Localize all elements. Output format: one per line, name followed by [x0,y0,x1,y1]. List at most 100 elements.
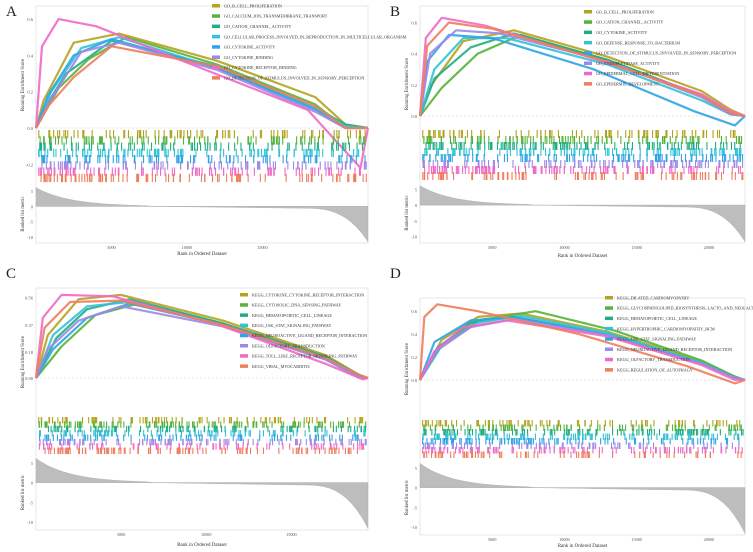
hit-tick [49,417,51,424]
y-tick-label: 0.2 [411,83,417,88]
hit-tick [278,447,280,454]
hit-tick [78,443,80,450]
hit-tick [460,130,462,138]
hit-tick [574,433,576,440]
hit-tick [273,136,275,145]
hit-tick [43,173,45,183]
hit-tick [511,447,513,454]
hit-tick [146,148,148,158]
hit-tick [608,130,610,138]
hit-tick [348,136,350,145]
hit-tick [691,136,693,144]
hit-tick [436,433,438,440]
hit-tick [48,130,50,139]
hit-tick [650,447,652,454]
hit-tick [630,447,632,454]
hit-tick [269,155,271,164]
hit-tick [165,148,167,158]
hit-tick [691,429,693,436]
hit-tick [563,166,565,174]
hit-tick [560,447,562,454]
hit-tick [424,424,426,431]
hit-tick [321,434,323,441]
hit-tick [249,142,251,151]
hit-rug-row [423,424,742,431]
hit-tick [624,142,626,150]
hit-tick [577,442,579,449]
hit-tick [158,148,160,158]
hit-tick [628,442,630,449]
hit-tick [436,433,438,440]
hit-tick [77,430,79,437]
hit-tick [164,148,166,158]
hit-tick [166,155,168,164]
hit-tick [225,155,227,164]
hit-tick [697,160,699,168]
hit-tick [162,136,164,145]
hit-tick [459,148,461,156]
hit-tick [677,429,679,436]
hit-tick [586,429,588,436]
hit-tick [151,155,153,164]
hit-tick [452,424,454,431]
hit-tick [660,160,662,168]
hit-tick [699,172,701,180]
hit-tick [59,161,61,170]
hit-tick [350,155,352,164]
hit-tick [451,154,453,162]
hit-tick [167,438,169,446]
hit-tick [524,420,526,427]
hit-tick [684,424,686,431]
hit-tick [117,148,119,158]
hit-tick [90,434,92,441]
hit-tick [266,148,268,158]
hit-tick [465,438,467,445]
hit-tick [242,447,244,454]
hit-tick [451,438,453,445]
hit-tick [719,160,721,168]
hit-tick [668,447,670,454]
hit-tick [588,442,590,449]
hit-tick [337,142,339,151]
hit-tick [577,433,579,440]
hit-tick [318,167,320,176]
hit-tick [590,136,592,144]
series-line [418,303,746,385]
hit-tick [480,130,482,138]
hit-tick [99,447,101,454]
hit-tick [269,161,271,170]
hit-tick [316,142,318,151]
hit-tick [45,173,47,183]
hit-tick [319,130,321,139]
hit-tick [563,142,565,150]
hit-tick [731,442,733,449]
hit-tick [317,425,319,433]
hit-tick [462,166,464,174]
hit-tick [653,420,655,427]
hit-tick [555,142,557,150]
hit-tick [472,172,474,180]
hit-tick [733,130,735,138]
hit-tick [232,434,234,441]
hit-tick [505,136,507,144]
hit-tick [670,148,672,156]
hit-tick [105,430,107,437]
hit-tick [148,155,150,164]
hit-tick [152,417,154,424]
hit-tick [111,425,113,433]
hit-tick [602,433,604,440]
hit-tick [541,166,543,174]
hit-tick [575,438,577,445]
hit-tick [74,167,76,176]
legend-swatch [212,45,220,49]
hit-tick [180,148,182,158]
hit-tick [503,433,505,440]
hit-tick [43,136,45,145]
hit-tick [665,172,667,180]
hit-tick [463,142,465,150]
hit-tick [651,142,653,150]
hit-tick [105,161,107,170]
hit-tick [101,443,103,450]
hit-tick [340,155,342,164]
hit-tick [274,417,276,424]
